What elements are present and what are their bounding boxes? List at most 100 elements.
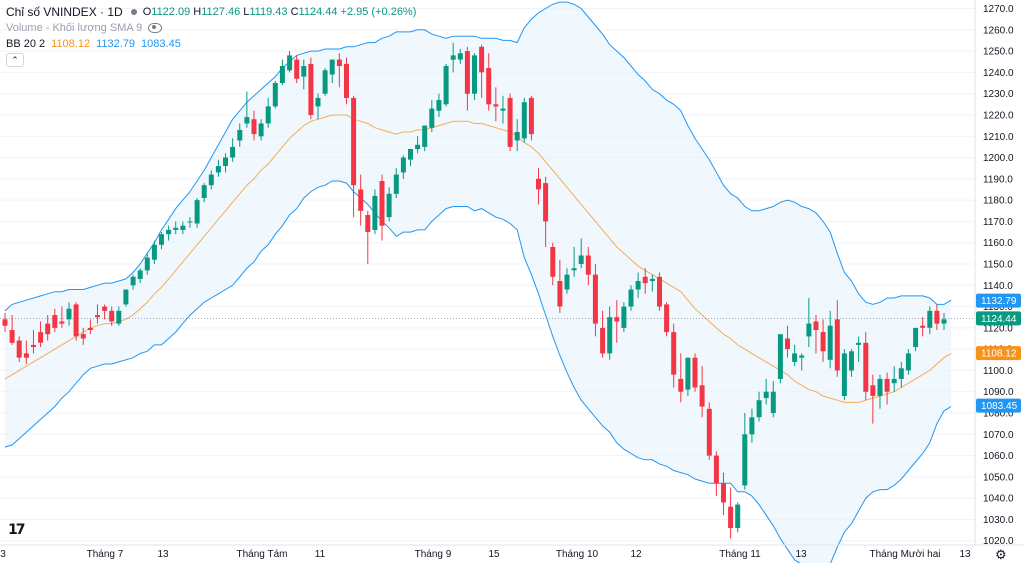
y-tick-label: 1060.0	[983, 451, 1014, 462]
symbol-title[interactable]: Chỉ số VNINDEX · 1D	[6, 5, 123, 19]
candle-body	[564, 274, 570, 290]
candle-body	[713, 455, 719, 484]
candle-body	[543, 183, 549, 222]
x-tick-label: 13	[157, 549, 169, 560]
candle-body	[31, 344, 36, 347]
candle-body	[486, 68, 492, 105]
candle-body	[436, 100, 442, 111]
bb-lower-line	[4, 180, 952, 563]
y-tick-label: 1200.0	[983, 153, 1014, 164]
candle-body	[514, 132, 520, 141]
candle-body	[642, 276, 648, 284]
candle-body	[664, 304, 670, 333]
low-value: 1119.43	[249, 6, 288, 18]
price-axis[interactable]: 1020.0 1030.0 1040.0 1050.0 1060.0 1070.0 1080…	[974, 0, 1014, 547]
candle-body	[358, 189, 364, 211]
x-tick-label: Tháng 9	[415, 549, 452, 560]
candle-body	[372, 195, 378, 230]
bb-basis-line	[4, 114, 952, 403]
candle-body	[429, 108, 435, 128]
time-axis[interactable]: 3 Tháng 7 13 Tháng Tám 11 Tháng 9 15 Tháng 10 12…	[0, 544, 1024, 560]
y-tick-label: 1090.0	[983, 387, 1014, 398]
candle-body	[287, 55, 293, 71]
candle-body	[600, 327, 606, 354]
candlestick-series	[2, 42, 947, 539]
candle-body	[201, 185, 207, 198]
candle-body	[657, 276, 662, 307]
candle-body	[344, 63, 349, 98]
candle-body	[735, 504, 741, 528]
candle-body	[905, 353, 911, 371]
candle-body	[457, 53, 463, 60]
candle-body	[941, 319, 947, 324]
candle-body	[16, 340, 22, 358]
x-tick-label: 13	[795, 549, 807, 560]
bb-indicator-label: BB 20 2	[6, 38, 46, 50]
candle-body	[571, 268, 577, 271]
candle-body	[230, 146, 236, 158]
candle-body	[102, 306, 108, 311]
candle-body	[827, 325, 833, 360]
x-tick-label: Tháng Mười hai	[869, 549, 940, 560]
y-tick-label: 1150.0	[983, 259, 1013, 270]
candle-body	[479, 46, 485, 73]
candle-body	[870, 385, 876, 396]
candle-body	[187, 221, 193, 223]
candle-body	[841, 353, 847, 396]
price-label-text: 1132.79	[981, 296, 1017, 307]
market-status-icon	[130, 9, 137, 15]
candle-body	[95, 315, 100, 318]
candle-body	[891, 378, 897, 384]
price-label-box	[976, 293, 1021, 308]
y-tick-label: 1210.0	[983, 132, 1014, 143]
y-tick-label: 1020.0	[983, 536, 1014, 547]
price-label-text: 1108.12	[981, 349, 1017, 360]
candle-body	[592, 274, 598, 324]
x-tick-label: Tháng Tám	[237, 549, 288, 560]
candle-body	[208, 174, 214, 186]
gear-icon[interactable]: ⚙	[995, 547, 1007, 562]
chevron-up-icon[interactable]: ⌃	[6, 53, 24, 67]
candle-body	[130, 276, 136, 286]
candle-body	[849, 351, 854, 371]
candle-body	[507, 97, 513, 147]
bb-indicator-row[interactable]: BB 20 2 1108.12 1132.79 1083.45	[6, 36, 416, 52]
candle-body	[166, 229, 172, 235]
volume-indicator-label: Volume - Khối lượng SMA 9	[6, 22, 143, 34]
candle-body	[671, 332, 677, 375]
candle-body	[365, 215, 371, 232]
x-tick-label: 3	[0, 549, 6, 560]
volume-indicator-row[interactable]: Volume - Khối lượng SMA 9	[6, 20, 416, 36]
candle-body	[408, 149, 413, 160]
candle-body	[557, 281, 563, 307]
candle-body	[464, 51, 470, 94]
candle-body	[59, 321, 65, 324]
y-tick-label: 1180.0	[983, 196, 1013, 207]
tradingview-logo-icon[interactable]: 17	[8, 522, 26, 538]
eye-hidden-icon[interactable]	[148, 23, 163, 33]
y-tick-label: 1160.0	[983, 238, 1013, 249]
close-value: 1124.44	[298, 6, 338, 18]
candle-body	[244, 117, 250, 124]
candle-body	[678, 378, 684, 392]
open-value: 1122.09	[151, 6, 191, 18]
candle-body	[223, 157, 228, 166]
candle-body	[180, 225, 186, 230]
candle-body	[578, 255, 584, 264]
high-value: 1127.46	[201, 6, 241, 18]
candle-body	[215, 166, 221, 173]
candle-body	[898, 368, 904, 379]
candle-body	[699, 385, 705, 407]
candle-body	[777, 334, 783, 379]
candle-body	[336, 59, 342, 66]
candle-body	[73, 304, 79, 337]
candle-body	[813, 321, 819, 330]
candle-body	[635, 281, 641, 290]
symbol-row[interactable]: Chỉ số VNINDEX · 1D O1122.09 H1127.46 L1…	[6, 4, 416, 20]
price-label-box	[976, 346, 1021, 361]
bb-lower-value: 1083.45	[141, 38, 181, 50]
candle-body	[728, 506, 734, 528]
x-tick-label: 11	[315, 549, 326, 560]
candle-body	[23, 353, 29, 358]
